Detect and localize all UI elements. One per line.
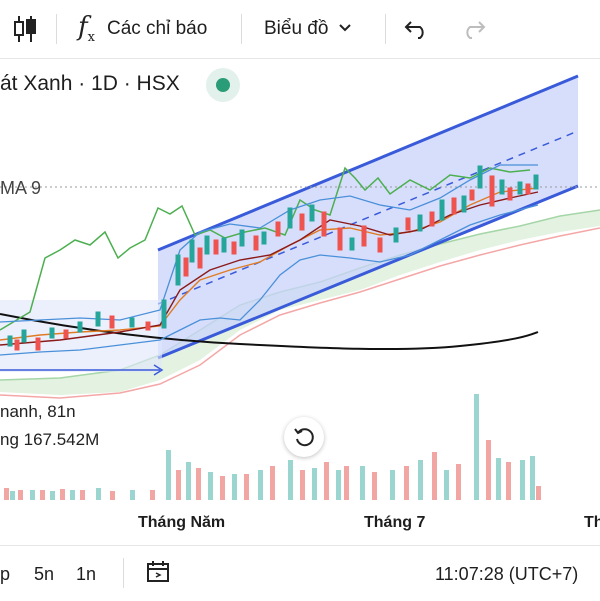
- x-axis-label-next: Th: [584, 514, 600, 531]
- chart-toolbar: fx Các chỉ báo Biểu đồ: [0, 0, 600, 59]
- toolbar-divider: [385, 14, 386, 44]
- chart-type-button[interactable]: Biểu đồ: [264, 0, 352, 58]
- ma9-line: [0, 166, 531, 331]
- symbol-title: át Xanh · 1D · HSX: [0, 72, 180, 95]
- x-axis-label-may: Tháng Năm: [138, 514, 226, 531]
- bottom-bar: p 5n 1n 11:07:28 (UTC+7): [0, 545, 600, 601]
- range-button[interactable]: p: [0, 564, 11, 584]
- cloud-line-red: [0, 227, 600, 399]
- redo-icon: [466, 21, 486, 39]
- bb-middle: [0, 187, 539, 341]
- ichimoku-cloud: [0, 210, 600, 395]
- indicators-button[interactable]: fx Các chỉ báo: [78, 0, 207, 58]
- price-chart[interactable]: [0, 58, 600, 540]
- chart-type-label: Biểu đồ: [264, 18, 329, 39]
- function-icon: fx: [78, 12, 95, 46]
- reset-chart-button[interactable]: [284, 417, 324, 457]
- clock-time[interactable]: 11:07:28 (UTC+7): [435, 564, 579, 584]
- x-axis-label-july: Tháng 7: [364, 514, 426, 531]
- candlesticks: [7, 165, 539, 351]
- volume-bars: [4, 394, 541, 500]
- toolbar-divider: [56, 14, 57, 44]
- ma-legend: MA 9: [0, 178, 42, 198]
- bottom-divider: [123, 558, 124, 588]
- date-range-button[interactable]: [146, 560, 172, 589]
- candlestick-icon[interactable]: [8, 0, 42, 58]
- range-1d-button[interactable]: 1n: [76, 564, 97, 584]
- toolbar-divider: [241, 14, 242, 44]
- market-status-dot: [206, 68, 240, 102]
- channel-mid-line: [157, 130, 579, 305]
- legend-line-1: nanh, 81n: [0, 402, 76, 422]
- channel-lower-line: [157, 184, 579, 360]
- bb-lower: [0, 204, 539, 356]
- channel-upper-line: [157, 74, 579, 252]
- indicators-label: Các chỉ báo: [106, 18, 208, 39]
- redo-button[interactable]: [460, 0, 486, 58]
- reset-icon: [294, 428, 314, 447]
- undo-button[interactable]: [404, 0, 430, 58]
- chevron-down-icon: [338, 20, 352, 38]
- calendar-range-icon: [147, 561, 169, 582]
- undo-icon: [404, 21, 424, 39]
- range-5d-button[interactable]: 5n: [34, 564, 55, 584]
- legend-line-2: ng 167.542M: [0, 430, 100, 450]
